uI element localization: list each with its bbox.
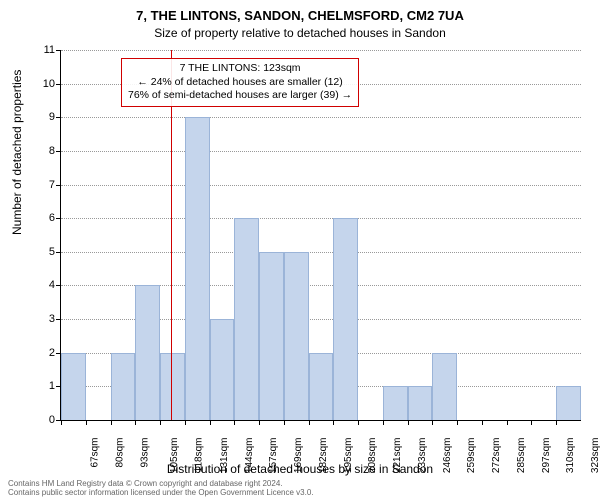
gridline [61,218,581,219]
ytick-label: 11 [35,44,55,56]
xtick-mark [383,420,384,425]
xtick-mark [556,420,557,425]
xtick-mark [111,420,112,425]
y-axis-label: Number of detached properties [10,70,24,235]
xtick-mark [408,420,409,425]
ytick-label: 3 [35,313,55,325]
ytick-label: 5 [35,246,55,258]
xtick-mark [432,420,433,425]
histogram-bar [135,285,160,420]
footer-line2: Contains public sector information licen… [8,489,314,498]
ytick-mark [56,50,61,51]
histogram-bar [111,353,136,420]
ytick-mark [56,319,61,320]
histogram-bar [309,353,334,420]
ytick-label: 0 [35,414,55,426]
histogram-bar [185,117,210,420]
ytick-mark [56,185,61,186]
x-axis-label: Distribution of detached houses by size … [0,462,600,476]
xtick-mark [358,420,359,425]
ytick-label: 8 [35,145,55,157]
xtick-mark [284,420,285,425]
gridline [61,185,581,186]
histogram-bar [556,386,581,420]
gridline [61,252,581,253]
ytick-label: 7 [35,179,55,191]
xtick-mark [333,420,334,425]
histogram-bar [61,353,86,420]
histogram-bar [333,218,358,420]
ytick-label: 10 [35,78,55,90]
xtick-mark [160,420,161,425]
xtick-mark [482,420,483,425]
ytick-label: 2 [35,347,55,359]
histogram-bar [383,386,408,420]
gridline [61,50,581,51]
ytick-label: 4 [35,279,55,291]
chart-container: 7, THE LINTONS, SANDON, CHELMSFORD, CM2 … [0,0,600,500]
chart-title: 7, THE LINTONS, SANDON, CHELMSFORD, CM2 … [0,8,600,23]
gridline [61,117,581,118]
ytick-mark [56,252,61,253]
histogram-bar [432,353,457,420]
histogram-bar [284,252,309,420]
xtick-mark [234,420,235,425]
histogram-bar [234,218,259,420]
info-line: 7 THE LINTONS: 123sqm [128,62,352,76]
histogram-bar [160,353,185,420]
info-line: ← 24% of detached houses are smaller (12… [128,76,352,90]
xtick-mark [507,420,508,425]
xtick-mark [259,420,260,425]
xtick-mark [309,420,310,425]
xtick-mark [185,420,186,425]
xtick-mark [135,420,136,425]
xtick-mark [531,420,532,425]
xtick-mark [457,420,458,425]
ytick-label: 9 [35,111,55,123]
ytick-label: 1 [35,380,55,392]
ytick-mark [56,84,61,85]
info-line: 76% of semi-detached houses are larger (… [128,89,352,103]
xtick-mark [86,420,87,425]
info-box: 7 THE LINTONS: 123sqm← 24% of detached h… [121,58,359,107]
gridline [61,151,581,152]
footer-attribution: Contains HM Land Registry data © Crown c… [8,480,314,498]
ytick-mark [56,285,61,286]
ytick-mark [56,151,61,152]
histogram-bar [210,319,235,420]
xtick-mark [61,420,62,425]
chart-subtitle: Size of property relative to detached ho… [0,26,600,40]
plot-area: 0123456789101167sqm80sqm93sqm105sqm118sq… [60,50,581,421]
histogram-bar [408,386,433,420]
histogram-bar [259,252,284,420]
ytick-mark [56,117,61,118]
ytick-label: 6 [35,212,55,224]
ytick-mark [56,218,61,219]
xtick-mark [210,420,211,425]
